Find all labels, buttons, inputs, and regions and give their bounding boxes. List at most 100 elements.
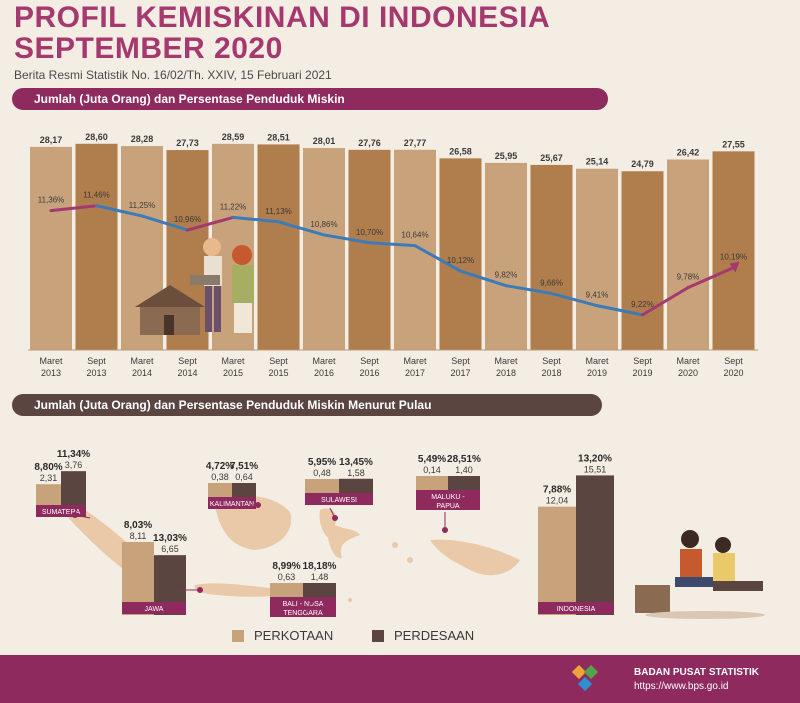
legend-rural-swatch: [372, 629, 384, 642]
bar-0: [30, 146, 72, 350]
line-label-10: 9,82%: [495, 271, 518, 280]
line-segment-5: [277, 220, 326, 237]
x-tick-year-3: 2014: [177, 368, 197, 378]
x-tick-period-15: Sept: [724, 356, 743, 366]
line-segment-11: [550, 291, 599, 308]
urban-count-kalimantan: 0,38: [211, 472, 229, 482]
legend-urban-label: PERKOTAAN: [254, 628, 334, 643]
rural-pct-sumatera: 11,34%: [57, 449, 90, 460]
bar-urban-sumatera: [36, 484, 61, 505]
bar-15: [712, 151, 755, 350]
urban-count-maluku-papua: 0,14: [423, 465, 441, 475]
rural-pct-kalimantan: 7,51%: [230, 461, 258, 472]
bar-9: [439, 158, 482, 350]
bar-rural-indonesia: [576, 475, 614, 615]
bar-label-3: 27,73: [176, 138, 199, 148]
bar-rural-bali-nusa-tenggara: [303, 583, 336, 597]
urban-pct-jawa: 8,03%: [124, 520, 152, 531]
line-segment-10: [504, 284, 553, 295]
island-label-bali-nusa-tenggara-0: BALI - NUSA: [283, 601, 324, 608]
line-segment-1: [95, 204, 144, 218]
x-tick-year-6: 2016: [314, 368, 334, 378]
line-segment-4: [231, 215, 280, 224]
x-tick-year-9: 2017: [450, 368, 470, 378]
page-subtitle: Berita Resmi Statistik No. 16/02/Th. XXI…: [14, 68, 332, 82]
rural-count-maluku-papua: 1,40: [455, 465, 473, 475]
x-tick-year-5: 2015: [268, 368, 288, 378]
rural-count-bali-nusa-tenggara: 1,48: [311, 572, 329, 582]
island-label-indonesia: INDONESIA: [557, 606, 596, 613]
urban-count-sulawesi: 0,48: [313, 468, 331, 478]
x-tick-year-7: 2016: [359, 368, 379, 378]
bar-label-11: 25,67: [540, 153, 563, 163]
jawa-island: [194, 583, 291, 597]
island-label-box-sulawesi: [305, 493, 373, 505]
bar-rural-kalimantan: [232, 483, 256, 497]
x-tick-year-8: 2017: [405, 368, 425, 378]
bar-label-6: 28,01: [313, 136, 336, 146]
x-tick-period-11: Sept: [542, 356, 561, 366]
island-label-sulawesi: SULAWESI: [321, 497, 357, 504]
urban-pct-sumatera: 8,80%: [34, 462, 62, 473]
rural-count-sulawesi: 1,58: [347, 468, 365, 478]
bar-urban-maluku-papua: [416, 476, 448, 490]
x-tick-period-3: Sept: [178, 356, 197, 366]
legend-rural: PERDESAAN: [372, 628, 474, 643]
rural-pct-bali-nusa-tenggara: 18,18%: [303, 561, 337, 572]
bar-urban-bali-nusa-tenggara: [270, 583, 303, 597]
line-label-12: 9,41%: [586, 291, 609, 300]
bar-label-7: 27,76: [358, 138, 381, 148]
bar-13: [621, 171, 664, 350]
island-label-box-indonesia: [538, 602, 614, 614]
line-label-2: 11,25%: [129, 201, 156, 210]
footer-url: https://www.bps.go.id: [634, 681, 729, 692]
x-tick-period-4: Maret: [221, 356, 245, 366]
bar-6: [303, 148, 345, 350]
connector-dot-5: [309, 597, 315, 603]
bar-11: [530, 164, 573, 350]
rural-count-sumatera: 3,76: [65, 460, 83, 470]
urban-count-sumatera: 2,31: [40, 473, 58, 483]
rural-pct-indonesia: 13,20%: [578, 453, 612, 464]
rural-pct-maluku-papua: 28,51%: [447, 454, 481, 465]
rural-pct-jawa: 13,03%: [153, 533, 187, 544]
line-segment-12: [595, 304, 644, 317]
bar-14: [667, 159, 709, 350]
bps-logo-icon: [572, 665, 599, 692]
x-tick-year-2: 2014: [132, 368, 152, 378]
bar-12: [576, 168, 618, 350]
x-tick-year-12: 2019: [587, 368, 607, 378]
x-tick-year-1: 2013: [86, 368, 106, 378]
x-tick-period-7: Sept: [360, 356, 379, 366]
legend-urban-swatch: [232, 629, 244, 642]
urban-pct-kalimantan: 4,72%: [206, 461, 234, 472]
connector-dot-2: [255, 502, 261, 508]
line-label-3: 10,96%: [174, 215, 201, 224]
sulawesi-island: [319, 508, 360, 559]
line-arrow-icon: [729, 261, 740, 273]
bar-urban-indonesia: [538, 506, 576, 615]
bar-label-12: 25,14: [586, 157, 609, 167]
line-label-11: 9,66%: [540, 278, 563, 287]
island-label-box-maluku-papua: [416, 490, 480, 510]
rural-pct-sulawesi: 13,45%: [339, 457, 373, 468]
x-tick-period-8: Maret: [403, 356, 427, 366]
island-label-maluku-papua-1: PAPUA: [436, 503, 460, 510]
island-label-kalimantan: KALIMANTAN: [210, 501, 254, 508]
line-label-1: 11,46%: [83, 191, 110, 200]
x-tick-year-13: 2019: [632, 368, 652, 378]
poor-family-illustration: [135, 238, 254, 335]
line-segment-8: [413, 244, 462, 273]
line-segment-0: [49, 204, 98, 213]
urban-pct-indonesia: 7,88%: [543, 485, 571, 496]
line-segment-9: [459, 269, 508, 288]
x-tick-period-13: Sept: [633, 356, 652, 366]
x-tick-period-0: Maret: [39, 356, 63, 366]
section-banner-poverty-trend: Jumlah (Juta Orang) dan Persentase Pendu…: [12, 88, 608, 110]
footer-org-name: BADAN PUSAT STATISTIK: [634, 667, 759, 678]
line-segment-13: [641, 286, 690, 317]
bar-label-5: 28,51: [267, 132, 290, 142]
bar-label-14: 26,42: [677, 147, 700, 157]
legend-rural-label: PERDESAAN: [394, 628, 475, 643]
line-segment-14: [686, 266, 735, 290]
